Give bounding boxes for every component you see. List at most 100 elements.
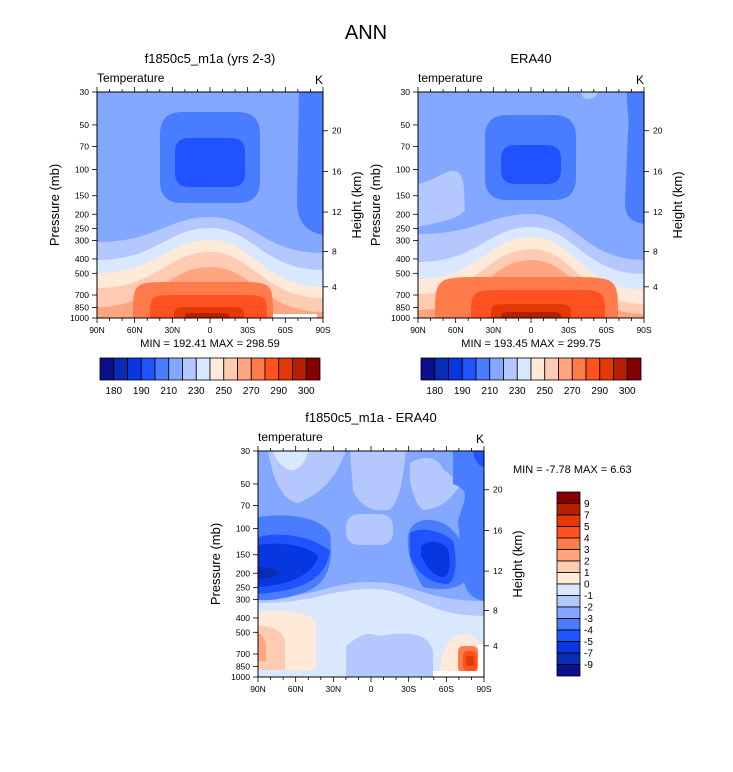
colorbar-label: 250: [536, 386, 553, 397]
colorbar-label: 270: [243, 386, 260, 397]
y-axis-title: Pressure (mb): [208, 523, 223, 605]
colorbar-box: [556, 618, 581, 631]
y-tick-label: 500: [236, 627, 250, 637]
x-tick-label: 60S: [439, 684, 454, 694]
colorbar-box: [127, 357, 142, 381]
y-right-tick-label: 12: [653, 207, 663, 217]
x-tick-label: 90N: [250, 684, 266, 694]
y-axis-title: Pressure (mb): [368, 164, 383, 246]
x-tick-label: 90N: [89, 325, 105, 335]
y-right-tick-label: 12: [332, 207, 342, 217]
x-tick-label: 90S: [476, 684, 491, 694]
colorbar-box: [250, 357, 266, 381]
contour-fill-13: [273, 314, 317, 318]
colorbar-box: [434, 357, 449, 381]
colorbar-box: [113, 357, 128, 381]
y-tick-label: 1000: [70, 313, 89, 323]
y-right-axis-title: Height (km): [510, 530, 525, 597]
colorbar-label: 250: [215, 386, 232, 397]
colorbar-box: [556, 572, 581, 585]
colorbar-label: 190: [454, 386, 471, 397]
y-tick-label: 500: [396, 268, 410, 278]
y-tick-label: 250: [236, 583, 250, 593]
variable-label: temperature: [258, 430, 323, 444]
x-tick-label: 90S: [315, 325, 330, 335]
colorbar-label: 210: [481, 386, 498, 397]
colorbar-label: 3: [584, 545, 590, 556]
y-tick-label: 300: [396, 235, 410, 245]
contour-fill-20: [258, 633, 266, 661]
panel-era40: ERA40 temperature K 90N 60N 30N 0 30S 60S 90S 30 50…: [368, 51, 685, 397]
colorbar-box: [209, 357, 225, 381]
y-tick-label: 700: [396, 290, 410, 300]
contour-fill-6: [473, 451, 484, 467]
x-tick-label: 30N: [486, 325, 502, 335]
x-tick-label: 30S: [401, 684, 416, 694]
y-tick-label: 1000: [391, 313, 410, 323]
x-tick-label: 60S: [278, 325, 293, 335]
colorbar-box: [516, 357, 532, 381]
y-right-tick-label: 20: [332, 126, 342, 136]
colorbar-box: [420, 357, 436, 381]
colorbar-label: -5: [584, 637, 593, 648]
x-tick-label: 30S: [561, 325, 576, 335]
contour-field: [97, 92, 323, 318]
colorbar-box: [556, 537, 581, 550]
y-tick-label: 500: [75, 268, 89, 278]
y-tick-label: 50: [80, 120, 90, 130]
colorbar-label: -4: [584, 626, 593, 637]
y-tick-label: 50: [401, 120, 411, 130]
x-tick-label: 30N: [165, 325, 181, 335]
contour-fill-2: [273, 451, 308, 471]
colorbar-box: [556, 560, 581, 573]
y-tick-label: 850: [236, 662, 250, 672]
y-tick-label: 250: [396, 224, 410, 234]
y-tick-label: 100: [396, 165, 410, 175]
colorbar-box: [556, 595, 581, 608]
colorbar-label: 300: [298, 386, 315, 397]
y-tick-label: 300: [75, 235, 89, 245]
colorbar-box: [558, 357, 573, 381]
colorbar-label: 4: [584, 534, 590, 545]
contour-fill-4: [501, 145, 561, 184]
colorbar-box: [556, 526, 581, 539]
colorbar-box: [489, 357, 504, 381]
colorbar-box: [556, 514, 581, 527]
colorbar-label: 1: [584, 568, 590, 579]
colorbar-box: [305, 357, 321, 381]
colorbar-box: [613, 357, 628, 381]
y-tick-label: 150: [236, 550, 250, 560]
x-tick-label: 30N: [326, 684, 342, 694]
axes: 90N 60N 30N 0 30S 60S 90S 30 50 70 100 150 200 250300…: [47, 87, 364, 335]
colorbar-label: 7: [584, 511, 590, 522]
colorbar-box: [556, 583, 581, 596]
y-tick-label: 200: [75, 209, 89, 219]
colorbar-box: [556, 664, 581, 677]
x-tick-label: 90S: [636, 325, 651, 335]
y-tick-label: 150: [396, 191, 410, 201]
y-tick-label: 200: [236, 568, 250, 578]
colorbar-box: [556, 491, 581, 504]
y-tick-label: 300: [236, 594, 250, 604]
colorbar-box: [544, 357, 559, 381]
colorbar-box: [585, 357, 601, 381]
colorbar-box: [237, 357, 252, 381]
colorbar-label: 180: [426, 386, 443, 397]
y-right-tick-label: 12: [493, 566, 503, 576]
contour-fill-15: [421, 541, 450, 577]
colorbar-label: 5: [584, 522, 590, 533]
colorbar-label: 180: [105, 386, 122, 397]
y-right-tick-label: 16: [653, 166, 663, 176]
y-tick-label: 150: [75, 191, 89, 201]
colorbar-box: [571, 357, 587, 381]
colorbar-label: 290: [591, 386, 608, 397]
contour-fill-3: [350, 451, 406, 511]
x-tick-label: 60N: [448, 325, 464, 335]
colorbar-label: 270: [564, 386, 581, 397]
y-tick-label: 30: [241, 446, 251, 456]
colorbar-label: -9: [584, 660, 593, 671]
colorbar-box: [448, 357, 463, 381]
colorbar-box: [556, 606, 581, 619]
y-right-tick-label: 4: [493, 641, 498, 651]
